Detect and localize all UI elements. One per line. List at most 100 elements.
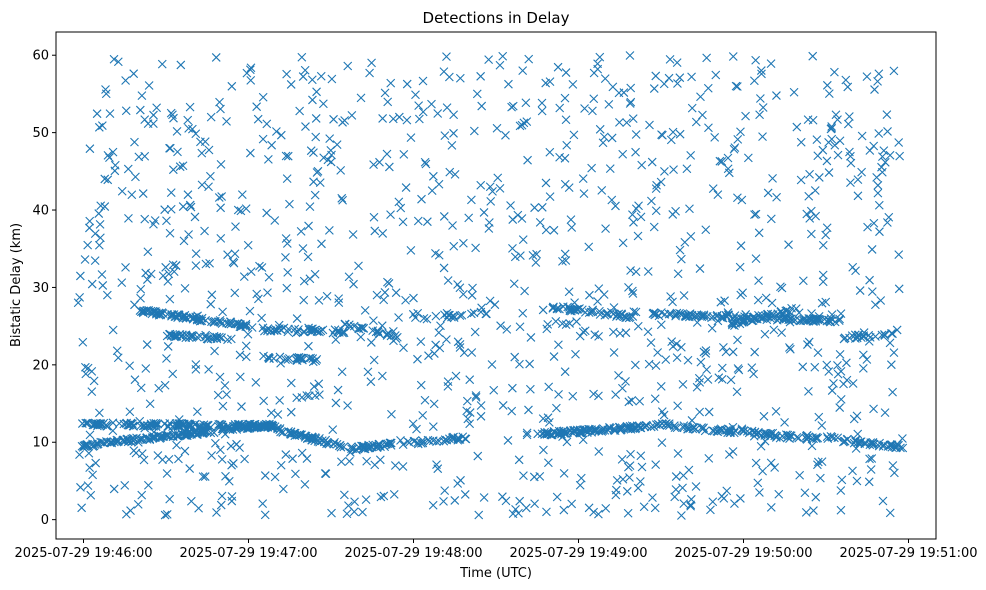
data-point bbox=[514, 455, 524, 465]
data-point bbox=[85, 216, 95, 226]
x-axis-ticks: 2025-07-29 19:46:00 2025-07-29 19:47:00 20… bbox=[14, 539, 978, 561]
data-point bbox=[308, 95, 317, 105]
data-point bbox=[610, 426, 620, 436]
data-point bbox=[668, 127, 678, 137]
data-point bbox=[334, 294, 344, 304]
data-point bbox=[755, 488, 764, 497]
data-point bbox=[678, 483, 687, 493]
data-point bbox=[307, 75, 317, 85]
data-point bbox=[310, 436, 320, 446]
data-point bbox=[556, 427, 566, 437]
data-point bbox=[83, 481, 93, 491]
data-point bbox=[853, 175, 863, 185]
data-point bbox=[184, 123, 194, 133]
data-point bbox=[427, 99, 436, 109]
data-point bbox=[624, 282, 633, 292]
data-point bbox=[369, 212, 379, 222]
data-point bbox=[108, 147, 118, 157]
data-point bbox=[851, 435, 860, 445]
data-point bbox=[216, 233, 226, 243]
data-point bbox=[804, 191, 814, 201]
data-point bbox=[885, 338, 895, 348]
data-point bbox=[751, 55, 761, 65]
data-point bbox=[594, 509, 603, 519]
data-point bbox=[855, 286, 865, 295]
data-point bbox=[399, 343, 408, 353]
data-point bbox=[660, 167, 669, 176]
data-point bbox=[552, 403, 561, 413]
data-point bbox=[137, 490, 147, 500]
data-point bbox=[465, 419, 475, 429]
data-point bbox=[103, 151, 113, 160]
data-point bbox=[284, 324, 293, 334]
data-point bbox=[304, 221, 313, 231]
data-point bbox=[464, 213, 474, 223]
data-point bbox=[878, 152, 887, 162]
data-point bbox=[570, 425, 580, 435]
data-point bbox=[598, 138, 608, 148]
data-point bbox=[473, 451, 483, 461]
data-point bbox=[818, 270, 828, 280]
data-point bbox=[142, 275, 152, 284]
data-point bbox=[476, 71, 486, 81]
data-point bbox=[894, 440, 903, 450]
data-point bbox=[141, 364, 151, 373]
data-point bbox=[567, 223, 577, 232]
data-point bbox=[336, 165, 346, 175]
data-point bbox=[543, 458, 553, 468]
data-point bbox=[679, 471, 688, 480]
data-point bbox=[833, 361, 842, 370]
data-point bbox=[312, 168, 322, 177]
data-point bbox=[776, 307, 786, 316]
data-point bbox=[147, 309, 157, 319]
data-point bbox=[427, 186, 437, 196]
data-point bbox=[671, 485, 681, 494]
data-point bbox=[730, 499, 739, 508]
data-point bbox=[821, 230, 831, 240]
data-point bbox=[185, 102, 195, 112]
data-point bbox=[631, 267, 641, 277]
data-point bbox=[416, 380, 426, 390]
data-point bbox=[377, 371, 387, 381]
data-point bbox=[555, 103, 565, 113]
data-point bbox=[836, 486, 846, 495]
data-point bbox=[733, 193, 742, 203]
data-point bbox=[434, 328, 444, 338]
data-point bbox=[601, 224, 610, 233]
data-point bbox=[197, 180, 207, 190]
data-point bbox=[784, 240, 793, 250]
data-point bbox=[618, 238, 628, 248]
data-point bbox=[568, 305, 577, 315]
data-point bbox=[631, 307, 641, 317]
data-point bbox=[622, 118, 632, 127]
data-point bbox=[510, 252, 520, 262]
data-point bbox=[205, 171, 215, 181]
data-point bbox=[771, 433, 781, 442]
data-point bbox=[149, 110, 158, 120]
data-point bbox=[808, 51, 818, 61]
data-point bbox=[369, 316, 378, 325]
data-point bbox=[291, 469, 300, 479]
data-point bbox=[870, 85, 879, 94]
data-point bbox=[369, 355, 379, 365]
data-point bbox=[559, 505, 569, 515]
data-point bbox=[695, 407, 705, 417]
data-point bbox=[237, 402, 246, 411]
data-point bbox=[518, 235, 528, 244]
data-point bbox=[889, 66, 899, 76]
data-point bbox=[609, 348, 619, 357]
data-point bbox=[218, 307, 228, 317]
data-point bbox=[650, 503, 660, 513]
data-point bbox=[328, 425, 338, 435]
data-point bbox=[781, 314, 791, 324]
data-point bbox=[561, 115, 571, 125]
data-point bbox=[768, 174, 777, 183]
data-point bbox=[180, 283, 190, 293]
data-point bbox=[445, 167, 455, 177]
data-point bbox=[888, 461, 898, 470]
data-point bbox=[588, 106, 597, 116]
data-point bbox=[751, 458, 761, 468]
data-point bbox=[882, 110, 892, 119]
data-point bbox=[429, 399, 439, 409]
data-point bbox=[698, 424, 707, 434]
